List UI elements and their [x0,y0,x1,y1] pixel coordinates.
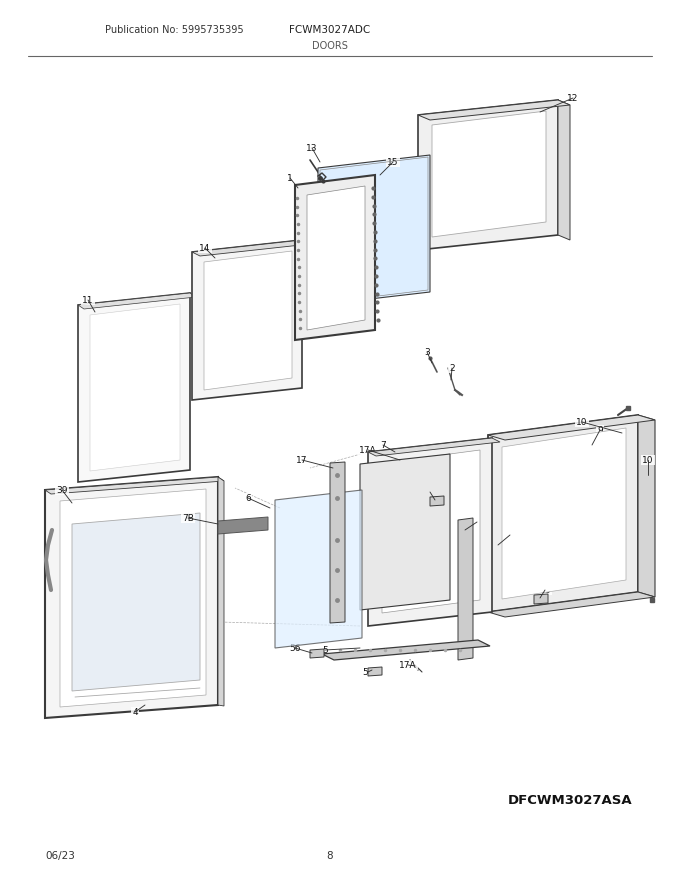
Polygon shape [638,415,655,597]
Polygon shape [432,111,546,237]
Text: 14: 14 [199,244,211,253]
Polygon shape [78,293,196,309]
Polygon shape [322,640,490,660]
Text: 9: 9 [597,426,603,435]
Text: FCWM3027ADC: FCWM3027ADC [290,25,371,35]
Polygon shape [204,251,292,390]
Text: 12: 12 [567,93,579,102]
Polygon shape [534,594,548,604]
Polygon shape [318,155,430,305]
Polygon shape [192,240,302,400]
Text: 5: 5 [322,646,328,655]
Polygon shape [488,415,638,612]
Polygon shape [368,438,500,456]
Polygon shape [218,477,224,706]
Polygon shape [458,518,473,660]
Polygon shape [60,489,206,707]
Polygon shape [307,186,365,330]
Polygon shape [45,477,218,718]
Text: 56: 56 [362,668,374,677]
Polygon shape [368,438,492,626]
Text: 7B: 7B [182,514,194,523]
Polygon shape [218,517,268,534]
Polygon shape [558,100,570,240]
Text: 56: 56 [424,488,436,496]
Text: 56: 56 [289,643,301,652]
Text: 7: 7 [380,441,386,450]
Polygon shape [45,477,224,494]
Text: 17: 17 [296,456,308,465]
Text: 10: 10 [576,417,588,427]
Polygon shape [330,462,345,623]
Text: 4: 4 [132,708,138,716]
Text: 17A: 17A [359,445,377,454]
Text: 8: 8 [326,851,333,861]
Polygon shape [90,304,180,471]
Polygon shape [430,496,444,506]
Text: 10: 10 [642,456,653,465]
Polygon shape [488,592,655,617]
Polygon shape [72,513,200,691]
Text: 2: 2 [449,363,455,372]
Polygon shape [418,100,558,250]
Text: 17A: 17A [399,661,417,670]
Text: 1: 1 [287,173,293,182]
Polygon shape [382,450,480,613]
Text: Publication No: 5995735395: Publication No: 5995735395 [105,25,243,35]
Text: 06/23: 06/23 [45,851,75,861]
Polygon shape [418,100,570,120]
Polygon shape [275,490,362,648]
Polygon shape [78,293,190,482]
Text: 17: 17 [471,517,483,526]
Polygon shape [502,428,626,599]
Text: 6: 6 [245,494,251,502]
Text: DFCWM3027ASA: DFCWM3027ASA [508,794,632,806]
Text: 56: 56 [539,585,551,595]
Polygon shape [360,454,450,610]
Polygon shape [192,240,310,256]
Text: 13: 13 [306,143,318,152]
Polygon shape [310,649,324,658]
Polygon shape [488,415,655,440]
Text: 7A: 7A [504,531,516,539]
Text: 8: 8 [459,643,465,652]
Polygon shape [368,667,382,676]
Text: 11: 11 [82,296,94,304]
Text: 3: 3 [424,348,430,356]
Text: 39: 39 [56,486,68,495]
Text: DOORS: DOORS [312,41,348,51]
Text: 15: 15 [387,158,398,166]
Polygon shape [295,175,375,340]
